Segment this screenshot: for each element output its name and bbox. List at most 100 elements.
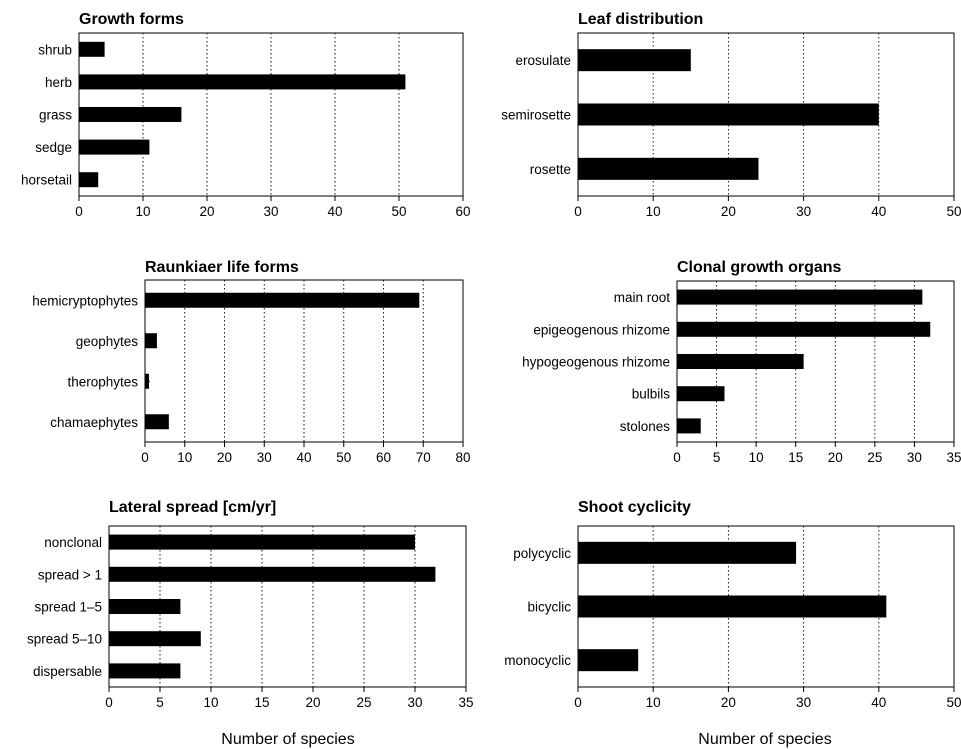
category-label: therophytes [67,374,138,389]
category-label: grass [39,108,72,123]
category-label: dispersable [33,664,102,679]
x-tick-label: 30 [407,695,422,710]
category-label: geophytes [76,334,139,349]
x-tick-label: 50 [946,695,961,710]
panel-growth-forms: Growth forms shrub herb grass sedge horsetail… [21,11,471,219]
x-tick-label: 5 [156,695,164,710]
category-label: hemicryptophytes [32,293,138,308]
category-label: herb [45,75,72,90]
panel-title: Shoot cyclicity [578,499,691,516]
category-label: spread 1–5 [34,600,102,615]
x-tick-label: 40 [296,450,311,465]
bar-polycyclic [578,541,797,564]
category-label: chamaephytes [50,415,138,430]
panel-lateral-spread-cm-yr: Lateral spread [cm/yr] nonclonal spread > … [27,499,474,710]
bar-horsetail [79,172,99,188]
x-tick-label: 10 [135,204,150,219]
panel-title: Clonal growth organs [677,259,842,276]
x-tick-label: 10 [203,695,218,710]
x-tick-label: 0 [75,204,83,219]
category-label: polycyclic [513,546,571,561]
category-label: nonclonal [44,535,102,550]
x-tick-label: 0 [105,695,113,710]
category-label: bicyclic [527,600,571,615]
category-label: spread 5–10 [27,632,102,647]
plot-frame [144,279,464,443]
category-label: spread > 1 [38,567,102,582]
category-label: sedge [35,140,72,155]
x-tick-label: 10 [749,450,764,465]
category-label: epigeogenous rhizome [533,322,670,337]
x-tick-label: 80 [455,450,470,465]
panel-clonal-growth-organs: Clonal growth organs main root epigeogenou… [522,259,961,465]
x-tick-label: 0 [673,450,681,465]
x-tick-label: 20 [199,204,214,219]
x-axis-label-right: Number of species [698,731,831,748]
x-tick-label: 60 [455,204,470,219]
bar-monocyclic [578,649,639,672]
category-label: bulbils [632,387,671,402]
x-tick-label: 30 [907,450,922,465]
x-tick-label: 20 [721,204,736,219]
x-tick-label: 50 [336,450,351,465]
x-tick-label: 30 [257,450,272,465]
x-tick-label: 15 [254,695,269,710]
x-tick-label: 10 [646,204,661,219]
bar-hemicryptophytes [145,292,420,308]
bar-erosulate [578,49,691,72]
category-label: main root [614,290,671,305]
x-tick-label: 40 [871,204,886,219]
bar-bicyclic [578,595,887,618]
panel-raunkiaer-life-forms: Raunkiaer life forms hemicryptophytes geop… [32,259,470,465]
category-label: shrub [38,42,72,57]
bar-bulbils [677,386,725,402]
bar-shrub [79,41,105,57]
x-tick-label: 20 [305,695,320,710]
bar-main-root [677,289,923,305]
bar-grass [79,107,182,122]
x-tick-label: 20 [721,695,736,710]
bar-spread-5-10 [109,631,201,647]
x-tick-label: 10 [646,695,661,710]
bar-herb [79,74,406,90]
x-tick-label: 25 [867,450,882,465]
category-label: stolones [620,419,671,434]
panel-title: Lateral spread [cm/yr] [109,499,276,516]
bar-epigeogenous-rhizome [677,321,931,337]
panel-title: Leaf distribution [578,11,703,28]
x-tick-label: 10 [177,450,192,465]
x-tick-label: 20 [828,450,843,465]
x-tick-label: 20 [217,450,232,465]
x-tick-label: 30 [796,695,811,710]
bar-sedge [79,139,150,155]
plot-frame [108,525,467,688]
bar-nonclonal [109,534,415,550]
plot-frame [577,525,955,688]
bar-hypogeogenous-rhizome [677,354,804,369]
plot-frame [78,32,464,197]
bar-semirosette [578,103,879,126]
x-tick-label: 50 [391,204,406,219]
bar-spread-1 [109,566,436,582]
bar-geophytes [145,333,157,349]
panel-title: Raunkiaer life forms [145,259,299,276]
bar-stolones [677,418,701,434]
x-tick-label: 15 [788,450,803,465]
x-tick-label: 0 [574,204,582,219]
x-tick-label: 60 [376,450,391,465]
category-label: monocyclic [504,653,571,668]
category-label: semirosette [501,108,571,123]
category-label: horsetail [21,173,72,188]
category-label: hypogeogenous rhizome [522,355,670,370]
x-tick-label: 5 [713,450,721,465]
x-tick-label: 40 [327,204,342,219]
x-tick-label: 50 [946,204,961,219]
panel-leaf-distribution: Leaf distribution erosulate semirosette ros… [501,11,961,219]
x-tick-label: 40 [871,695,886,710]
x-tick-label: 25 [356,695,371,710]
plot-frame [676,280,955,443]
bar-dispersable [109,663,181,679]
x-tick-label: 35 [946,450,961,465]
x-tick-label: 35 [458,695,473,710]
category-label: erosulate [515,53,571,68]
